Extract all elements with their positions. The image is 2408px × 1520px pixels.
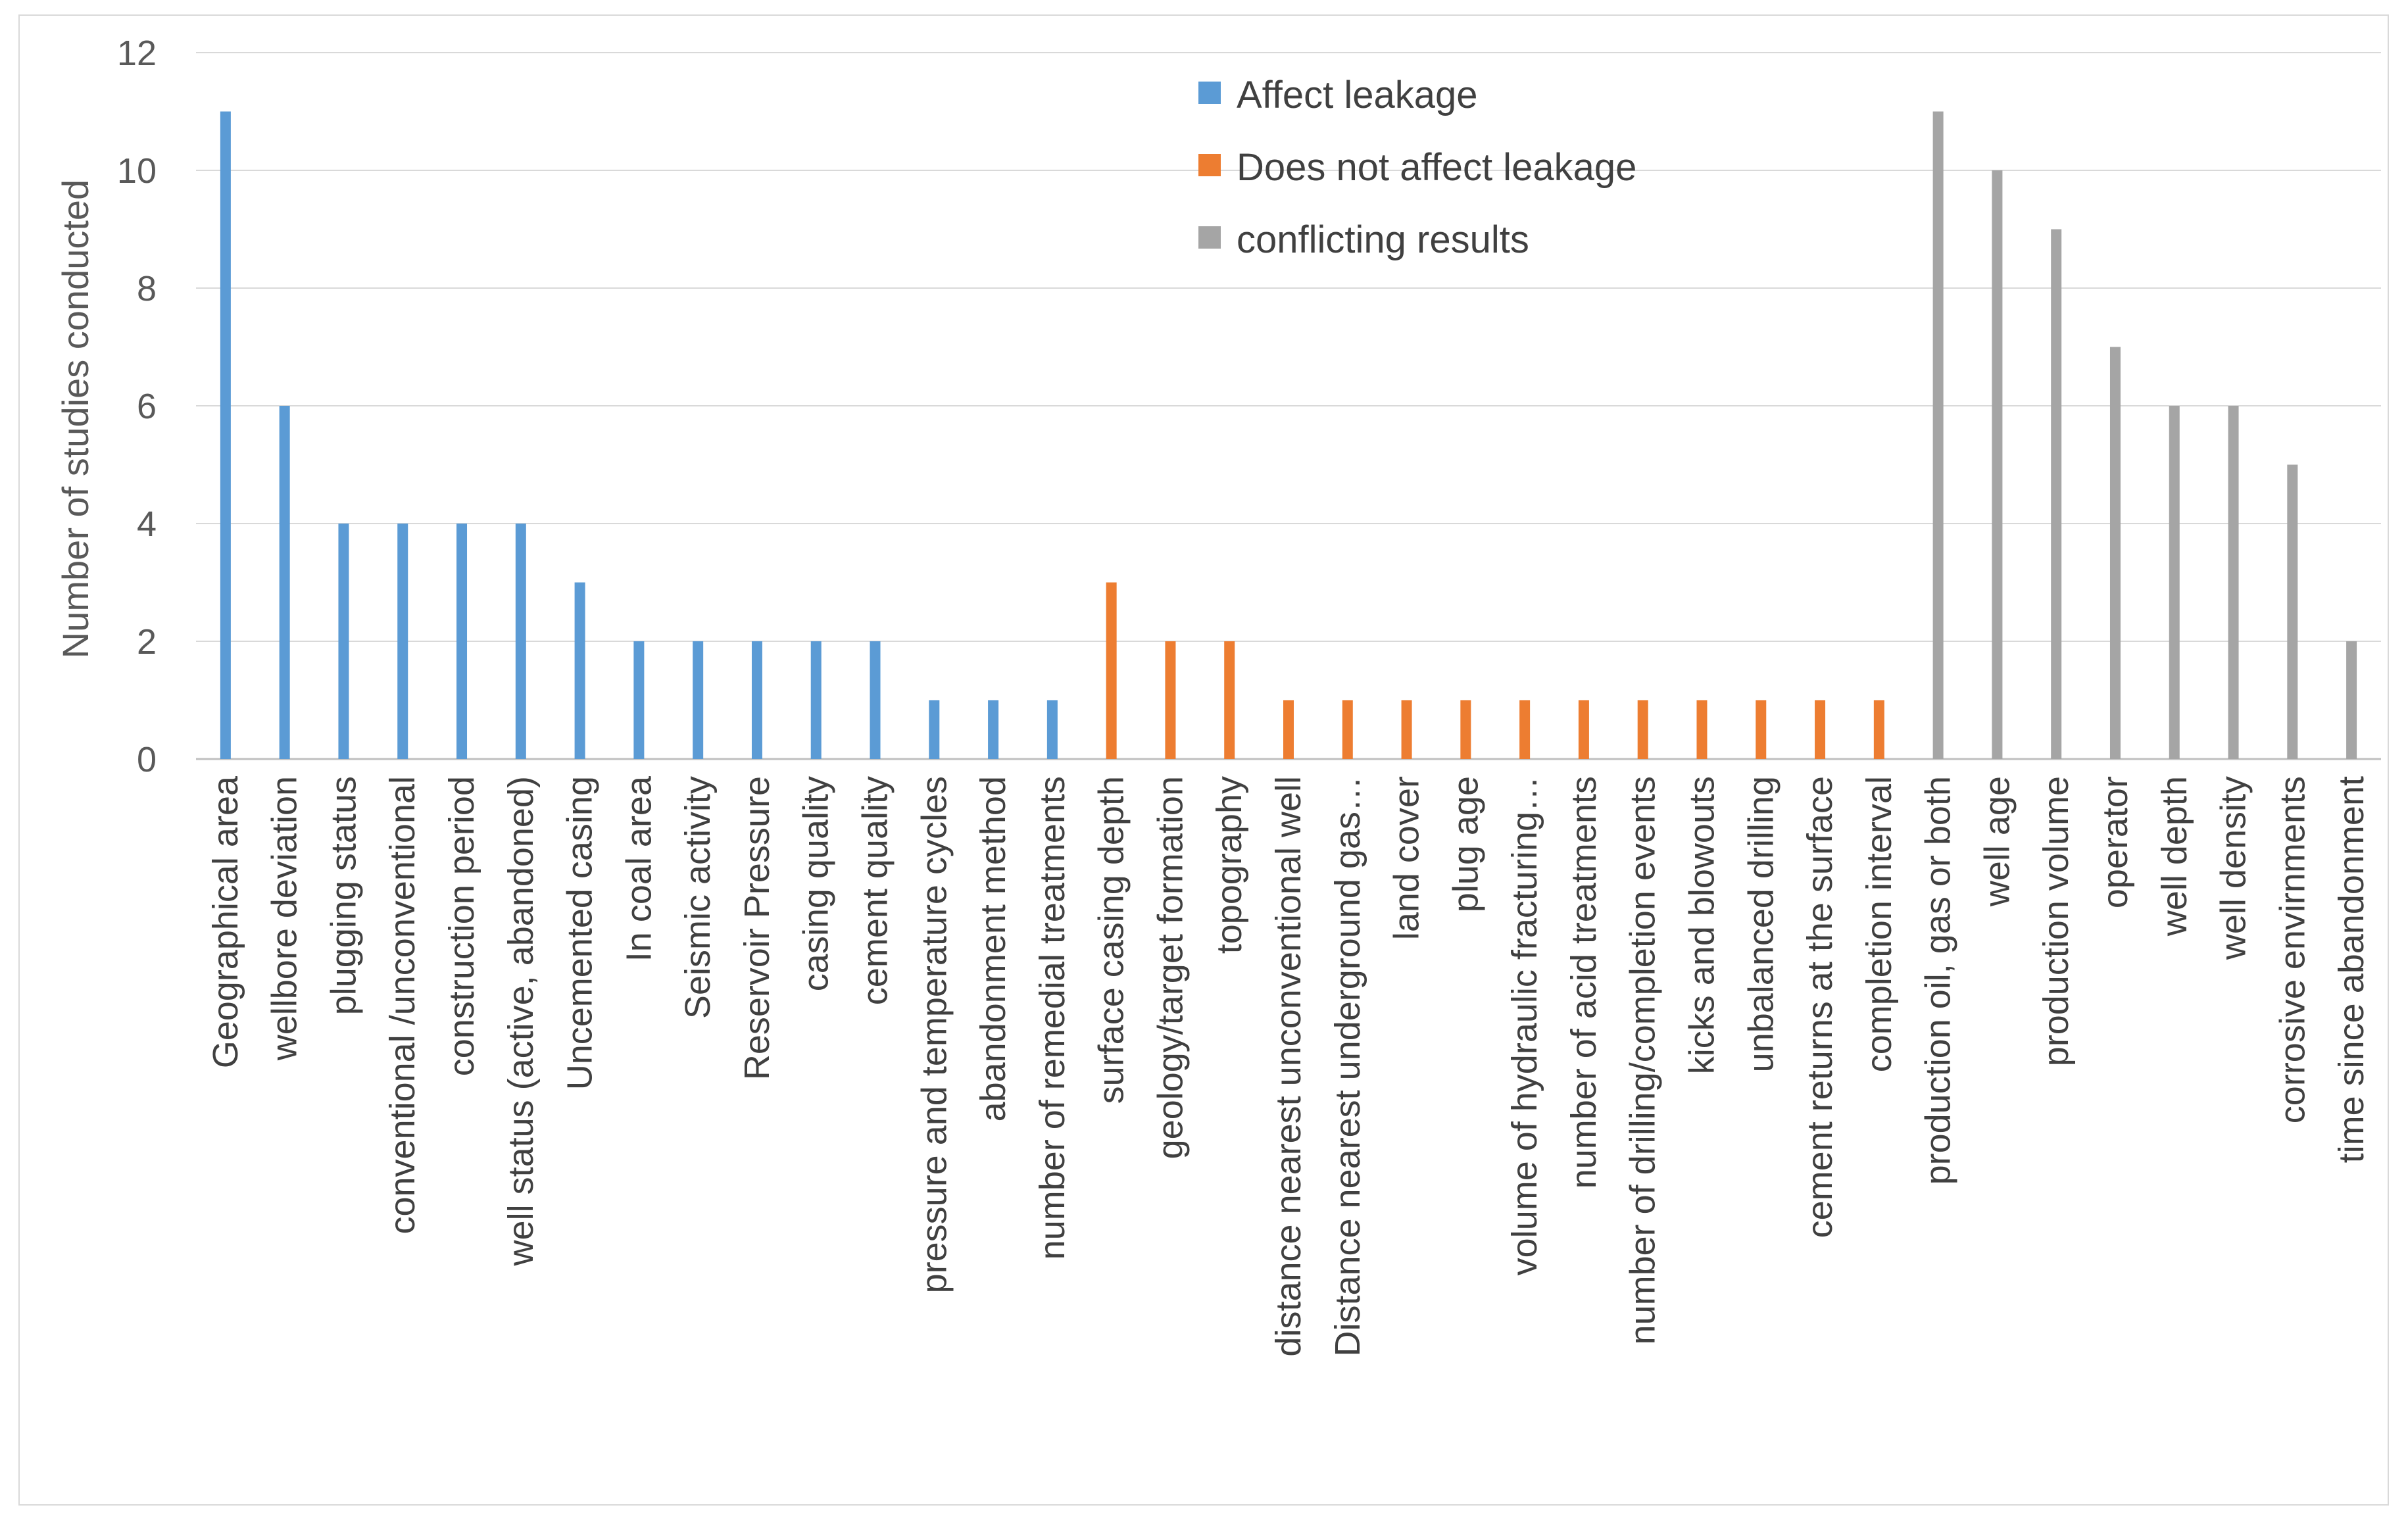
category-label: wellbore deviation [265, 776, 305, 1061]
bar-36 [2287, 464, 2298, 759]
category-label: unbalanced drilling [1741, 776, 1781, 1072]
bars [220, 111, 2357, 759]
bar-8 [633, 641, 645, 759]
y-tick-label: 8 [137, 269, 157, 308]
bar-28 [1815, 700, 1826, 759]
bar-9 [693, 641, 704, 759]
bar-6 [515, 524, 526, 759]
bar-11 [810, 641, 822, 759]
category-label: production volume [2036, 776, 2076, 1066]
bar-3 [338, 524, 349, 759]
category-label: Geographical area [206, 775, 245, 1068]
bar-16 [1106, 582, 1117, 759]
category-label: pressure and temperature cycles [914, 776, 954, 1293]
category-label: cement quality [856, 776, 895, 1005]
category-label: operator [2096, 776, 2135, 908]
category-label: number of remedial treatments [1033, 776, 1072, 1260]
category-label: corrosive envirnments [2273, 776, 2312, 1123]
bar-7 [574, 582, 585, 759]
bar-18 [1224, 641, 1235, 759]
bar-1 [220, 111, 231, 759]
bar-33 [2109, 347, 2121, 759]
bar-5 [456, 524, 468, 759]
bar-17 [1165, 641, 1176, 759]
x-axis-category-labels: Geographical area wellbore deviation plugg… [206, 775, 2371, 1357]
bar-34 [2169, 406, 2180, 759]
bar-26 [1696, 700, 1708, 759]
bar-19 [1283, 700, 1294, 759]
bar-chart: 0 2 4 6 8 10 12 Geographical area wellbore devi… [55, 34, 2381, 1357]
bar-22 [1460, 700, 1471, 759]
y-tick-label: 12 [117, 34, 157, 73]
legend-label: Affect leakage [1237, 74, 1478, 116]
bar-13 [929, 700, 940, 759]
y-tick-label: 4 [137, 504, 157, 544]
category-label: volume of hydraulic fracturing… [1505, 776, 1544, 1275]
bar-25 [1637, 700, 1648, 759]
category-label: well status (active, abandoned) [501, 776, 541, 1266]
y-axis-title: Number of studies conducted [55, 180, 96, 658]
category-label: time since abandonment [2332, 776, 2371, 1163]
bar-10 [751, 641, 762, 759]
category-label: Seismic activity [678, 776, 718, 1019]
bar-23 [1519, 700, 1531, 759]
category-label: production oil, gas or both [1919, 776, 1958, 1185]
category-label: Reservoir Pressure [737, 776, 777, 1080]
bar-32 [2051, 229, 2062, 759]
category-label: Distance nearest underground gas… [1328, 776, 1367, 1357]
category-label: construction period [442, 776, 481, 1076]
y-tick-label: 0 [137, 740, 157, 779]
category-label: number of acid treatments [1564, 776, 1604, 1189]
category-label: Uncemented casing [560, 776, 600, 1090]
category-label: abandonment method [973, 776, 1013, 1121]
category-label: kicks and blowouts [1682, 776, 1721, 1074]
legend-label: conflicting results [1237, 218, 1529, 261]
category-label: casing quality [797, 776, 836, 991]
y-tick-label: 6 [137, 387, 157, 426]
category-label: In coal area [619, 775, 658, 962]
bar-35 [2228, 406, 2239, 759]
bar-15 [1046, 700, 1058, 759]
category-label: topography [1210, 776, 1249, 954]
bar-14 [988, 700, 999, 759]
legend-swatch [1198, 82, 1221, 104]
category-label: plug age [1446, 776, 1485, 912]
category-label: plugging status [324, 776, 363, 1015]
y-tick-label: 10 [117, 151, 157, 191]
bar-30 [1932, 111, 1944, 759]
y-axis-ticks: 0 2 4 6 8 10 12 [117, 34, 157, 779]
chart-area: 0 2 4 6 8 10 12 Geographical area wellbore devi… [18, 14, 2389, 1506]
bar-20 [1342, 700, 1353, 759]
category-label: cement returns at the surface [1800, 776, 1840, 1238]
bar-31 [1992, 170, 2003, 759]
bar-2 [279, 406, 290, 759]
category-label: well age [1977, 776, 2017, 907]
bar-27 [1756, 700, 1767, 759]
category-label: land cover [1387, 776, 1427, 940]
bar-37 [2346, 641, 2357, 759]
category-label: surface casing depth [1092, 776, 1131, 1104]
category-label: conventional /unconventional [383, 776, 422, 1235]
category-label: geology/target formation [1150, 776, 1190, 1159]
category-label: well density [2214, 776, 2253, 960]
legend-swatch [1198, 154, 1221, 176]
legend-swatch [1198, 226, 1221, 249]
bar-29 [1873, 700, 1884, 759]
y-tick-label: 2 [137, 622, 157, 662]
category-label: number of drilling/completion events [1623, 776, 1663, 1344]
legend-label: Does not affect leakage [1237, 146, 1636, 189]
gridlines [196, 52, 2381, 760]
bar-21 [1401, 700, 1412, 759]
bar-4 [397, 524, 408, 759]
category-label: well depth [2155, 776, 2194, 937]
legend: Affect leakage Does not affect leakage con… [1198, 74, 1636, 261]
bar-24 [1578, 700, 1589, 759]
category-label: distance nearest unconventional well [1269, 776, 1308, 1357]
category-label: completion interval [1859, 776, 1899, 1072]
bar-12 [870, 641, 881, 759]
